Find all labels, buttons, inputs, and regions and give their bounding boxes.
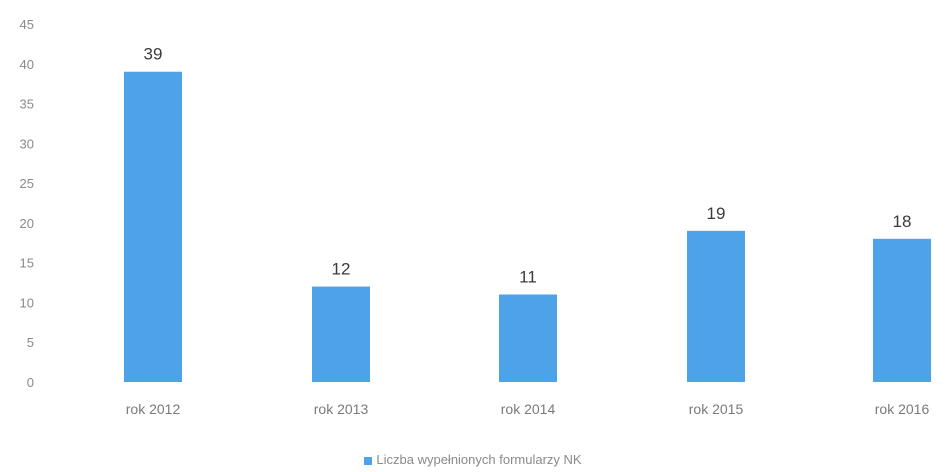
category-label: rok 2014 [501, 401, 556, 417]
y-tick-label: 0 [27, 375, 34, 390]
y-tick-label: 15 [20, 256, 34, 271]
y-tick-label: 35 [20, 97, 34, 112]
category-labels: rok 2012 rok 2013 rok 2014 rok 2015 rok 2016 [126, 401, 930, 417]
data-label: 12 [332, 260, 351, 279]
data-label: 18 [893, 212, 912, 231]
bar [312, 286, 370, 382]
y-tick-label: 20 [20, 216, 34, 231]
bar [873, 238, 931, 382]
legend-swatch [364, 456, 373, 465]
bar [499, 294, 557, 382]
legend-label: Liczba wypełnionych formularzy NK [376, 452, 582, 467]
bar [687, 230, 745, 382]
data-label: 11 [519, 267, 537, 286]
legend: Liczba wypełnionych formularzy NK [0, 452, 946, 467]
bar [124, 71, 182, 382]
y-axis-ticks: 0 5 10 15 20 25 30 35 40 45 [20, 17, 34, 390]
y-tick-label: 25 [20, 176, 34, 191]
category-label: rok 2015 [689, 401, 744, 417]
y-tick-label: 30 [20, 136, 34, 151]
bars [124, 71, 931, 382]
data-label: 19 [707, 204, 726, 223]
y-tick-label: 10 [20, 295, 34, 310]
data-label: 39 [144, 45, 163, 64]
category-label: rok 2013 [314, 401, 369, 417]
category-label: rok 2016 [875, 401, 930, 417]
y-tick-label: 5 [27, 335, 34, 350]
y-tick-label: 40 [20, 57, 34, 72]
category-label: rok 2012 [126, 401, 181, 417]
y-tick-label: 45 [20, 17, 34, 32]
data-labels: 39 12 11 19 18 [144, 45, 912, 287]
